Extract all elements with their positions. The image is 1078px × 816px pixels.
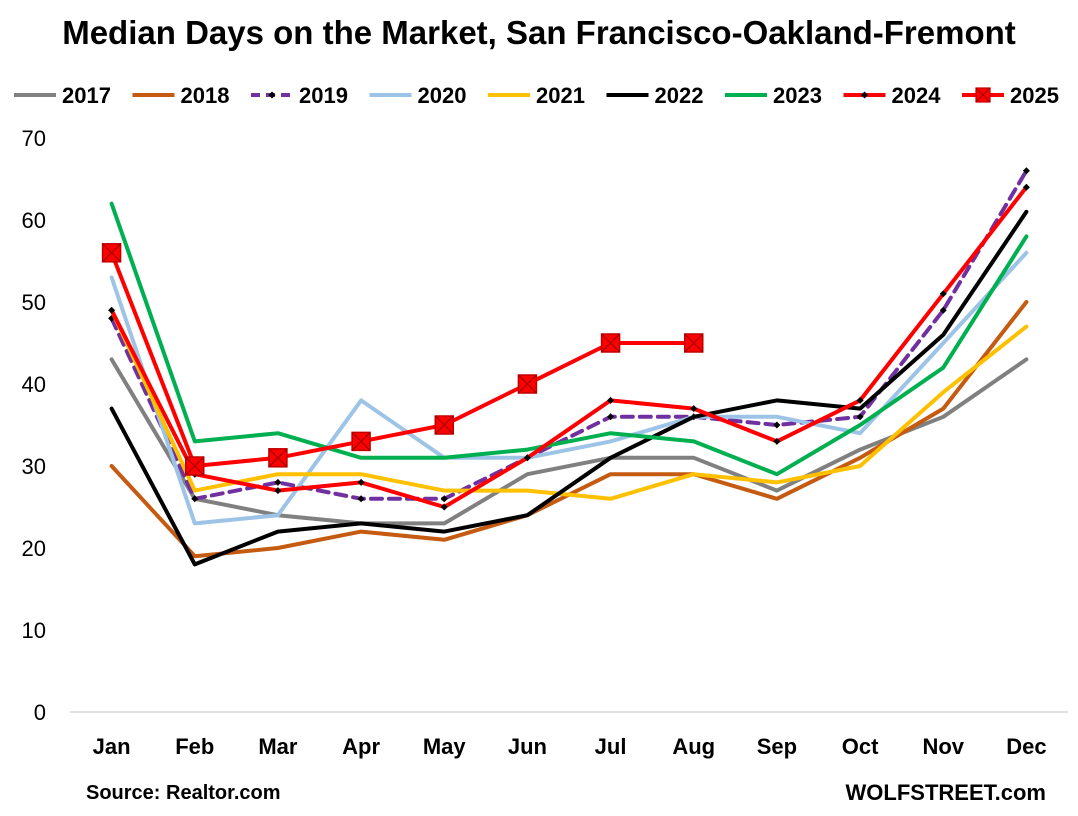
x-tick-label: May	[423, 734, 467, 759]
data-point-2025	[351, 431, 371, 452]
legend-item-2017: 2017	[14, 83, 111, 108]
x-tick-label: Jan	[93, 734, 131, 759]
legend-item-2025: 2025	[962, 83, 1059, 108]
data-point-2019	[773, 421, 781, 429]
data-point-2025	[185, 456, 205, 476]
data-point-2025	[684, 333, 704, 353]
data-point-2024	[939, 290, 947, 298]
legend-item-2021: 2021	[488, 83, 585, 108]
series-line-2024	[109, 185, 1029, 509]
x-tick-label: Dec	[1006, 734, 1046, 759]
x-tick-label: Sep	[757, 734, 797, 759]
data-point-2025	[101, 243, 122, 263]
series-line-2019	[109, 168, 1029, 501]
legend-label: 2018	[181, 83, 230, 108]
data-point-2024	[357, 478, 365, 486]
data-point-2024	[1022, 183, 1030, 191]
data-point-2024	[607, 396, 615, 404]
data-point-2024	[274, 487, 282, 495]
legend-item-2020: 2020	[369, 83, 467, 108]
y-tick-label: 0	[34, 700, 46, 725]
data-point-2025	[434, 415, 454, 435]
legend-item-2019: 2019	[251, 83, 348, 108]
series-line-2023	[109, 201, 1029, 477]
x-tick-label: Oct	[842, 734, 879, 759]
data-point-2019	[191, 495, 199, 503]
data-point-2019	[274, 478, 282, 486]
data-point-2024	[856, 396, 864, 404]
legend-label: 2022	[655, 83, 704, 108]
data-point-2025	[600, 333, 621, 353]
legend-item-2018: 2018	[132, 83, 230, 108]
x-tick-label: Mar	[258, 734, 298, 759]
data-point-2024	[773, 437, 781, 445]
series-line-2021	[109, 308, 1029, 501]
data-point-2024	[690, 405, 698, 413]
x-tick-label: Jun	[508, 734, 547, 759]
x-tick-label: Apr	[342, 734, 380, 759]
series-line-2025	[109, 250, 696, 468]
data-point-2019	[440, 495, 448, 503]
y-tick-label: 50	[22, 290, 46, 315]
legend-label: 2024	[892, 83, 942, 108]
data-point-2025	[517, 374, 538, 394]
source-note: Source: Realtor.com	[86, 782, 281, 804]
legend-label: 2025	[1010, 83, 1059, 108]
legend-marker	[861, 91, 868, 99]
data-point-2019	[607, 413, 615, 421]
x-tick-label: Feb	[175, 734, 214, 759]
legend-item-2024: 2024	[843, 83, 942, 108]
data-point-2019	[939, 306, 947, 314]
x-tick-label: Nov	[922, 734, 964, 759]
legend-label: 2017	[62, 83, 111, 108]
y-tick-label: 70	[22, 126, 46, 151]
legend-label: 2020	[418, 83, 467, 108]
legend-item-2023: 2023	[725, 83, 822, 108]
y-tick-label: 30	[22, 454, 46, 479]
series-line-2017	[109, 357, 1029, 526]
data-point-2019	[856, 413, 864, 421]
data-point-2024	[108, 306, 116, 314]
y-tick-label: 10	[22, 618, 46, 643]
data-point-2025	[268, 448, 288, 468]
data-point-2019	[1022, 167, 1030, 175]
legend-item-2022: 2022	[606, 83, 704, 108]
y-tick-label: 60	[22, 208, 46, 233]
legend-label: 2019	[299, 83, 348, 108]
brand-note: WOLFSTREET.com	[845, 780, 1046, 805]
data-point-2024	[523, 454, 531, 462]
legend-label: 2023	[773, 83, 822, 108]
series-line-2022	[109, 209, 1029, 567]
data-point-2019	[357, 495, 365, 503]
y-tick-label: 40	[22, 372, 46, 397]
legend-marker	[268, 91, 276, 99]
legend-label: 2021	[536, 83, 585, 108]
data-point-2024	[440, 503, 448, 511]
series-line-2020	[109, 250, 1029, 526]
x-tick-label: Aug	[672, 734, 715, 759]
chart-title: Median Days on the Market, San Francisco…	[62, 14, 1016, 51]
y-tick-label: 20	[22, 536, 46, 561]
x-tick-label: Jul	[595, 734, 627, 759]
